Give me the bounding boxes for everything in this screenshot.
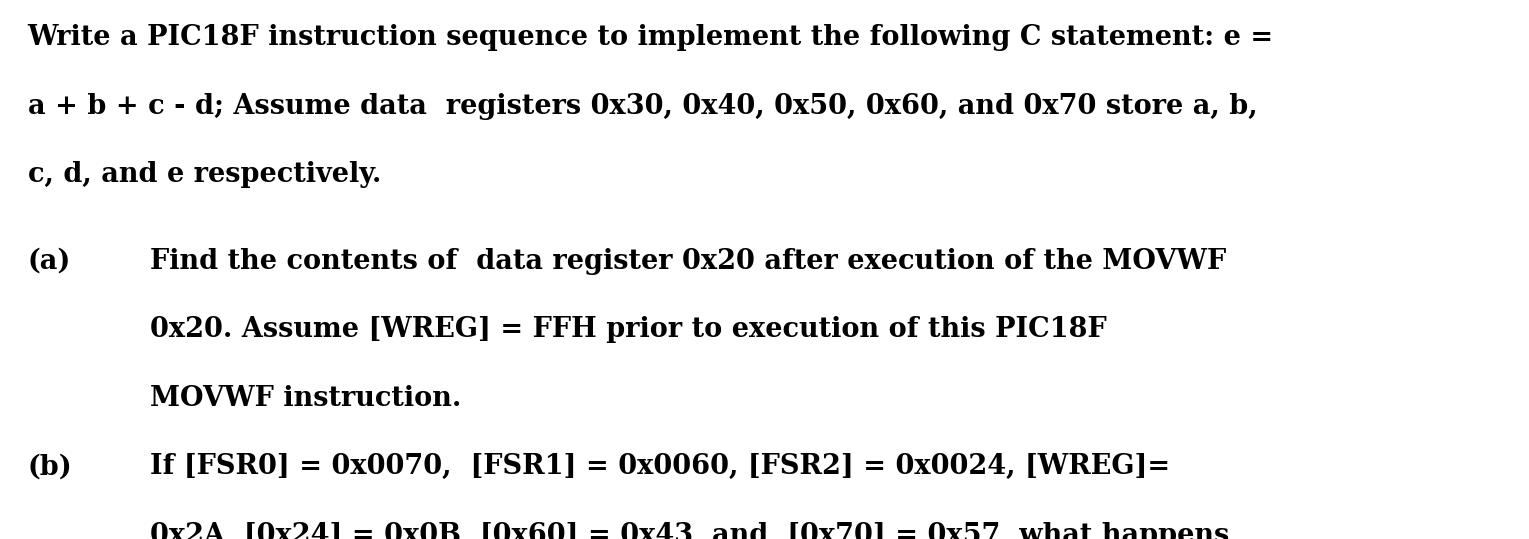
Text: (b): (b) <box>28 453 72 480</box>
Text: (a): (a) <box>28 248 70 275</box>
Text: 0x20. Assume [WREG] = FFH prior to execution of this PIC18F: 0x20. Assume [WREG] = FFH prior to execu… <box>150 316 1107 343</box>
Text: 0x2A, [0x24] = 0x0B, [0x60] = 0x43, and  [0x70] = 0x57, what happens: 0x2A, [0x24] = 0x0B, [0x60] = 0x43, and … <box>150 522 1229 539</box>
Text: a + b + c - d; Assume data  registers 0x30, 0x40, 0x50, 0x60, and 0x70 store a, : a + b + c - d; Assume data registers 0x3… <box>28 93 1257 120</box>
Text: MOVWF instruction.: MOVWF instruction. <box>150 385 462 412</box>
Text: Write a PIC18F instruction sequence to implement the following C statement: e =: Write a PIC18F instruction sequence to i… <box>28 24 1274 51</box>
Text: Find the contents of  data register 0x20 after execution of the MOVWF: Find the contents of data register 0x20 … <box>150 248 1226 275</box>
Text: c, d, and e respectively.: c, d, and e respectively. <box>28 161 381 188</box>
Text: If [FSR0] = 0x0070,  [FSR1] = 0x0060, [FSR2] = 0x0024, [WREG]=: If [FSR0] = 0x0070, [FSR1] = 0x0060, [FS… <box>150 453 1170 480</box>
